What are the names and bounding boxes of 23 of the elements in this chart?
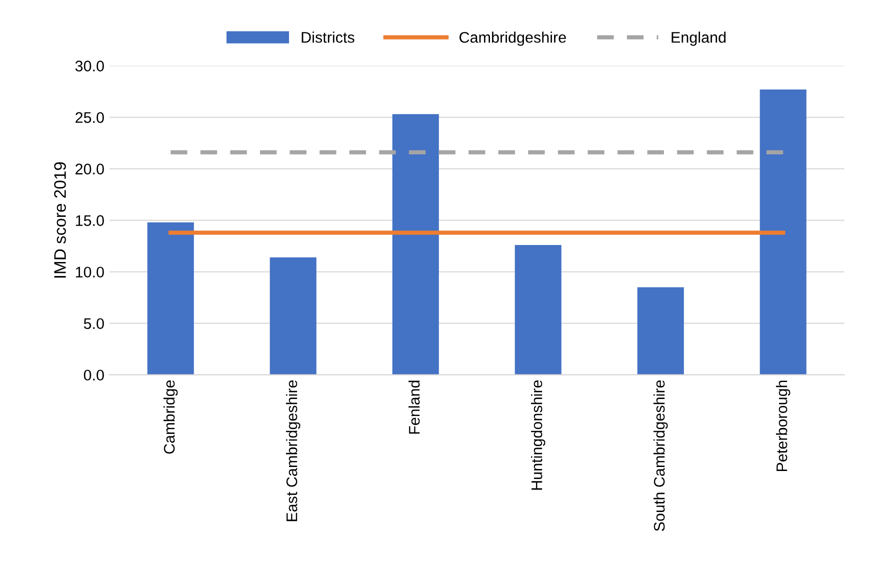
x-tick-label: East Cambridgeshire xyxy=(286,380,300,522)
legend-label: Cambridgeshire xyxy=(460,32,566,46)
y-tick-label: 0.0 xyxy=(84,370,104,381)
bar xyxy=(760,89,806,375)
bar xyxy=(637,287,684,375)
y-tick-label: 25.0 xyxy=(76,112,104,123)
y-tick-label: 15.0 xyxy=(76,215,104,226)
bar xyxy=(392,114,439,375)
bar xyxy=(514,245,562,375)
y-tick-label: 20.0 xyxy=(76,164,104,174)
y-tick-label: 5.0 xyxy=(84,318,104,330)
y-axis-title: IMD score 2019 xyxy=(54,162,66,278)
x-tick-label: Peterborough xyxy=(776,380,790,472)
x-tick-label: South Cambridgeshire xyxy=(654,380,668,532)
bar xyxy=(147,222,194,375)
y-tick-label: 10.0 xyxy=(76,266,104,278)
x-tick-label: Fenland xyxy=(408,380,420,434)
y-tick-label: 30.0 xyxy=(75,60,104,72)
legend-label: England xyxy=(672,32,726,46)
x-tick-label: Huntingdonshire xyxy=(531,380,546,490)
legend-label: Districts xyxy=(302,32,354,43)
x-tick-label: Cambridge xyxy=(164,380,178,454)
bar xyxy=(270,257,316,375)
